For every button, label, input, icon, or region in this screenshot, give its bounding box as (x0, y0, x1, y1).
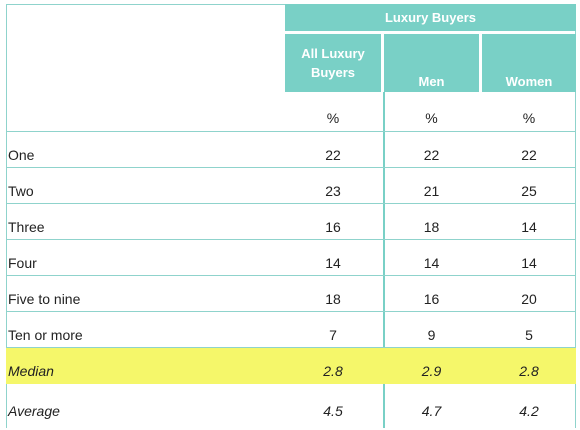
table-row: Two 23 21 25 (6, 168, 576, 204)
value-cell: 22 (325, 147, 341, 163)
col-header-label: Men (418, 74, 445, 89)
column-divider (383, 92, 385, 428)
col-header-all-luxury-buyers: All Luxury Buyers (285, 34, 381, 92)
col-header-men: Men (384, 34, 479, 92)
value-cell: 22 (423, 147, 440, 163)
row-label: One (8, 147, 35, 163)
value-cell: 18 (325, 291, 341, 307)
row-divider (6, 203, 576, 204)
value-cell: 18 (423, 219, 440, 235)
value-cell: 7 (329, 327, 337, 343)
row-label: Four (8, 255, 37, 271)
table-left-border (6, 4, 7, 428)
value-cell: 9 (427, 327, 436, 343)
table-row: Ten or more 7 9 5 (6, 312, 576, 348)
unit-cell: % (326, 110, 340, 126)
value-cell: 20 (521, 291, 537, 307)
row-label: Five to nine (8, 291, 81, 307)
value-cell: 21 (423, 183, 440, 199)
value-cell: 14 (521, 219, 537, 235)
unit-row: % % % (6, 92, 576, 132)
value-cell: 4.7 (421, 403, 442, 419)
row-divider (6, 347, 576, 348)
col-header-label: All Luxury Buyers (301, 46, 365, 80)
value-cell: 22 (521, 147, 537, 163)
row-divider (6, 167, 576, 168)
group-header-luxury-buyers: Luxury Buyers (285, 4, 576, 31)
table-row: Five to nine 18 16 20 (6, 276, 576, 312)
col-header-label: Women (505, 74, 553, 89)
value-cell: 14 (521, 255, 537, 271)
value-cell: 4.5 (323, 403, 343, 419)
value-cell: 14 (325, 255, 341, 271)
table-row: Four 14 14 14 (6, 240, 576, 276)
row-label: Median (8, 363, 54, 379)
row-label: Ten or more (8, 327, 83, 343)
average-row: Average 4.5 4.7 4.2 (6, 384, 576, 424)
table-row: One 22 22 22 (6, 132, 576, 168)
row-label: Three (8, 219, 45, 235)
table-right-border (575, 4, 576, 428)
row-divider (6, 131, 576, 132)
row-label: Two (8, 183, 34, 199)
unit-cell: % (522, 110, 536, 126)
median-row: Median 2.8 2.9 2.8 (6, 348, 576, 384)
row-divider (6, 275, 576, 276)
value-cell: 25 (521, 183, 537, 199)
row-divider (6, 239, 576, 240)
value-cell: 4.2 (519, 403, 539, 419)
table-row: Three 16 18 14 (6, 204, 576, 240)
value-cell: 2.8 (519, 363, 539, 379)
value-cell: 23 (325, 183, 341, 199)
row-label: Average (8, 403, 60, 419)
value-cell: 16 (423, 291, 440, 307)
col-header-women: Women (482, 34, 576, 92)
value-cell: 2.8 (323, 363, 343, 379)
value-cell: 2.9 (421, 363, 442, 379)
data-table: Luxury Buyers All Luxury Buyers Men Wome… (6, 4, 576, 428)
unit-cell: % (425, 110, 438, 126)
value-cell: 5 (525, 327, 533, 343)
value-cell: 16 (325, 219, 341, 235)
row-divider (6, 311, 576, 312)
value-cell: 14 (423, 255, 440, 271)
